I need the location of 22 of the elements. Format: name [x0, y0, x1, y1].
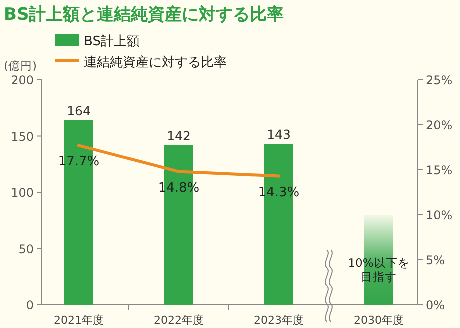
y2-tick-label: 10%: [426, 208, 453, 222]
y2-tick-label: 15%: [426, 164, 453, 178]
legend-label: 連結純資産に対する比率: [84, 54, 227, 70]
x-tick-label: 2023年度: [254, 314, 304, 327]
x-tick-label: 2021年度: [54, 314, 104, 327]
y-tick-label: 200: [11, 74, 34, 88]
x-tick-label: 2030年度: [354, 314, 404, 327]
chart-title: BS計上額と連結純資産に対する比率: [4, 5, 284, 25]
y2-tick-label: 0%: [426, 298, 446, 312]
y-axis-title: (億円): [4, 59, 37, 73]
y2-tick-label: 20%: [426, 118, 453, 132]
legend-label: BS計上額: [84, 34, 140, 50]
data-label: 143: [267, 127, 291, 142]
y2-tick-label: 25%: [426, 74, 453, 88]
y-tick-label: 50: [18, 242, 34, 256]
y-tick-label: 0: [26, 298, 34, 312]
x-tick-label: 2022年度: [154, 314, 204, 327]
y-tick-label: 150: [11, 130, 34, 144]
y-tick-label: 100: [11, 186, 34, 200]
data-label: 142: [167, 128, 191, 144]
data-label: 164: [67, 104, 91, 118]
y2-tick-label: 5%: [426, 254, 446, 268]
